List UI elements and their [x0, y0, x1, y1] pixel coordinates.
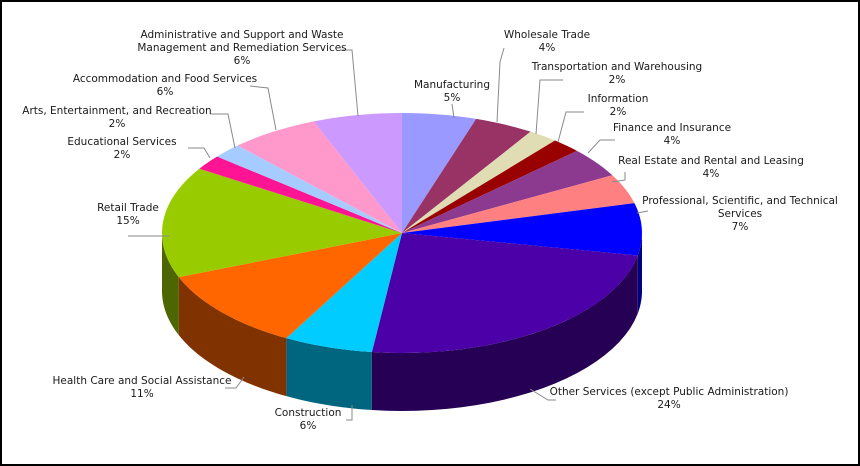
slice-information[interactable]: [402, 140, 577, 233]
slice-manufacturing[interactable]: [402, 113, 477, 233]
slice-value-health-care-and-social-assistance: 11%: [130, 388, 153, 400]
slice-value-transportation-and-warehousing: 2%: [609, 74, 626, 86]
label-leaders: [128, 47, 649, 421]
slice-finance-and-insurance[interactable]: [402, 150, 613, 233]
slice-value-administrative-and-support-and-waste-management-and-remediation-services: 6%: [234, 55, 251, 67]
slice-side-health-care-and-social-assistance: [178, 277, 287, 397]
slice-label-construction: Construction: [275, 407, 342, 419]
slice-label-manufacturing: Manufacturing: [414, 79, 490, 91]
leader-real-estate-and-rental-and-leasing: [611, 172, 626, 183]
slice-construction[interactable]: [286, 233, 402, 353]
slice-label-educational-services: Educational Services: [67, 136, 176, 148]
slice-value-real-estate-and-rental-and-leasing: 4%: [703, 168, 720, 180]
leader-arts-entertainment-and-recreation: [210, 113, 236, 149]
slice-value-manufacturing: 5%: [444, 92, 461, 104]
slice-label-health-care-and-social-assistance: Health Care and Social Assistance: [53, 375, 232, 387]
slice-label-information: Information: [588, 93, 649, 105]
slice-value-retail-trade: 15%: [116, 215, 139, 227]
leader-finance-and-insurance: [587, 139, 615, 154]
slice-side-construction: [286, 338, 372, 411]
slice-arts-entertainment-and-recreation[interactable]: [217, 145, 402, 233]
slice-administrative-and-support-and-waste-management-and-remediation-services[interactable]: [313, 113, 402, 233]
slice-accommodation-and-food-services[interactable]: [237, 121, 402, 233]
leader-information: [557, 111, 584, 143]
slice-label-transportation-and-warehousing: Transportation and Warehousing: [531, 61, 702, 73]
slice-side-professional-scientific-and-technical-services: [637, 233, 642, 314]
slice-label-retail-trade: Retail Trade: [97, 202, 159, 214]
slice-retail-trade[interactable]: [162, 168, 402, 278]
slice-label-other-services-except-public-administration: Other Services (except Public Administra…: [550, 386, 789, 398]
slice-label-accommodation-and-food-services: Accommodation and Food Services: [73, 73, 257, 85]
slice-professional-scientific-and-technical-services[interactable]: [402, 203, 642, 256]
label-other-services-except-public-administration: Other Services (except Public Administra…: [550, 386, 789, 411]
label-administrative-and-support-and-waste-management-and-remediation-services: Administrative and Support and Waste Mana…: [137, 29, 346, 67]
slice-value-professional-scientific-and-technical-services: 7%: [732, 221, 749, 233]
slice-value-information: 2%: [610, 106, 627, 118]
pie-sides: [162, 233, 642, 411]
slice-label-arts-entertainment-and-recreation: Arts, Entertainment, and Recreation: [22, 105, 211, 117]
leader-educational-services: [188, 147, 211, 159]
slice-value-finance-and-insurance: 4%: [664, 135, 681, 147]
leader-wholesale-trade: [496, 47, 505, 123]
slice-wholesale-trade[interactable]: [402, 118, 531, 233]
pie-slices: [162, 113, 642, 353]
slice-label-professional-scientific-and-technical-services: Professional, Scientific, and Technical S…: [642, 195, 838, 220]
leader-other-services-except-public-administration: [529, 388, 556, 401]
slice-educational-services[interactable]: [199, 156, 402, 233]
slice-health-care-and-social-assistance[interactable]: [178, 233, 402, 339]
slice-label-wholesale-trade: Wholesale Trade: [504, 29, 590, 41]
slice-real-estate-and-rental-and-leasing[interactable]: [402, 175, 635, 233]
slice-side-retail-trade: [162, 233, 179, 336]
slice-value-construction: 6%: [300, 420, 317, 432]
slice-label-finance-and-insurance: Finance and Insurance: [613, 122, 731, 134]
slice-value-other-services-except-public-administration: 24%: [657, 399, 680, 411]
leader-transportation-and-warehousing: [535, 79, 563, 135]
leader-health-care-and-social-assistance: [225, 376, 245, 389]
slice-other-services-except-public-administration[interactable]: [371, 233, 638, 353]
leader-administrative-and-support-and-waste-management-and-remediation-services: [340, 49, 359, 117]
slice-label-administrative-and-support-and-waste-management-and-remediation-services: Administrative and Support and Waste Mana…: [137, 29, 346, 54]
slice-value-wholesale-trade: 4%: [539, 42, 556, 54]
slice-label-real-estate-and-rental-and-leasing: Real Estate and Rental and Leasing: [618, 155, 804, 167]
label-professional-scientific-and-technical-services: Professional, Scientific, and Technical S…: [642, 195, 838, 233]
slice-value-arts-entertainment-and-recreation: 2%: [109, 118, 126, 130]
leader-manufacturing: [451, 103, 455, 119]
leader-construction: [346, 405, 353, 421]
slice-value-accommodation-and-food-services: 6%: [157, 86, 174, 98]
leader-professional-scientific-and-technical-services: [636, 210, 649, 214]
slice-transportation-and-warehousing[interactable]: [402, 131, 555, 233]
slice-value-educational-services: 2%: [114, 149, 131, 161]
leader-accommodation-and-food-services: [249, 85, 277, 131]
slice-side-other-services-except-public-administration: [371, 255, 638, 411]
